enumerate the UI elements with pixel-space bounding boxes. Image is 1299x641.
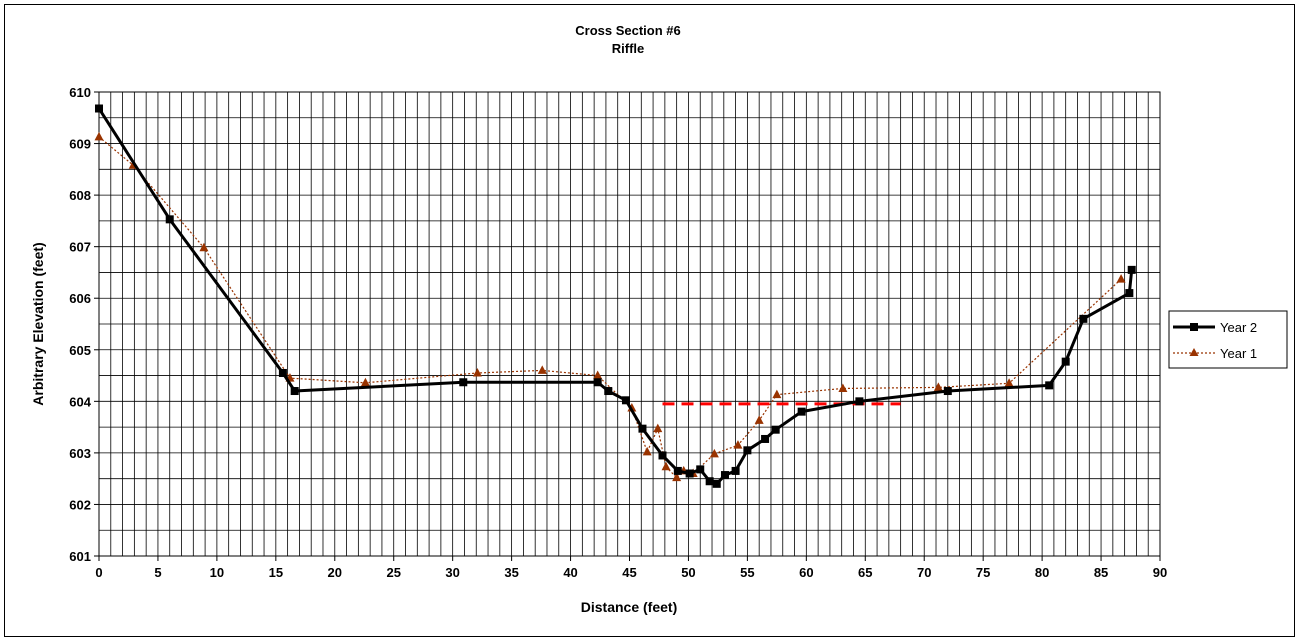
year1-point (661, 461, 671, 471)
year2-point (696, 465, 705, 474)
year2-point (459, 378, 468, 387)
x-tick-label: 20 (328, 565, 342, 580)
year2-point (604, 387, 613, 396)
legend-label-year2: Year 2 (1220, 320, 1257, 335)
x-tick-label: 90 (1153, 565, 1167, 580)
series-layer (94, 104, 1136, 488)
year2-point (720, 471, 729, 480)
x-tick-label: 25 (386, 565, 400, 580)
y-tick-label: 603 (69, 446, 91, 461)
year1-point (733, 440, 743, 449)
x-tick-label: 5 (154, 565, 161, 580)
year2-point (165, 215, 174, 224)
x-tick-label: 60 (799, 565, 813, 580)
chart-title: Cross Section #6 (575, 23, 681, 38)
year2-point (1079, 314, 1088, 323)
x-tick-label: 45 (622, 565, 636, 580)
legend-marker-year2 (1190, 323, 1198, 331)
year2-point (731, 466, 740, 475)
year2-point (1061, 357, 1070, 366)
year1-point (360, 377, 370, 387)
year2-point (95, 104, 103, 113)
year2-point (743, 446, 752, 455)
year2-point (1127, 265, 1136, 274)
year2-point (797, 407, 806, 416)
x-tick-label: 80 (1035, 565, 1049, 580)
x-axis-label: Distance (feet) (581, 599, 677, 615)
year2-point (1125, 289, 1134, 298)
chart-svg: Cross Section #6 Riffle 0 5 10 15 20 25 30 35 40… (30, 23, 1288, 615)
x-tick-label: 35 (504, 565, 518, 580)
year2-point (658, 451, 667, 460)
y-tick-label: 607 (69, 240, 91, 255)
year1-point (933, 382, 943, 391)
year2-point (712, 479, 721, 488)
year2-point (685, 469, 694, 478)
year1-point (537, 365, 547, 374)
year2-point (943, 387, 952, 396)
year1-point (772, 389, 782, 399)
legend-box (1168, 310, 1288, 369)
year1-point (672, 472, 682, 482)
x-tick-label: 55 (740, 565, 754, 580)
legend-marker-year1 (1189, 348, 1199, 356)
x-tick-label: 40 (563, 565, 577, 580)
year2-point (771, 425, 780, 434)
year1-point (593, 370, 603, 380)
y-tick-label: 609 (69, 137, 91, 152)
y-tick-label: 605 (69, 343, 91, 358)
x-tick-label: 0 (95, 565, 102, 580)
year1-point (94, 131, 104, 141)
year1-point (472, 367, 482, 377)
year1-point (1004, 378, 1014, 387)
year2-point (855, 397, 864, 406)
legend-label-year1: Year 1 (1220, 346, 1257, 361)
year1-point (754, 415, 764, 424)
x-tick-label: 85 (1094, 565, 1108, 580)
year2-point (278, 368, 287, 377)
x-tick-label: 65 (858, 565, 872, 580)
y-tick-label: 610 (69, 85, 91, 100)
year2-point (638, 424, 647, 433)
year2-point (761, 434, 770, 443)
x-tick-label: 75 (976, 565, 990, 580)
year1-point (199, 242, 209, 252)
year2-point (1045, 381, 1054, 390)
legend: Year 2 Year 1 (1168, 310, 1288, 369)
year1-point (653, 423, 663, 433)
axis-ticks: 0 5 10 15 20 25 30 35 40 45 50 55 60 65 70 75 80 85 90 601 6… (69, 85, 1167, 580)
chart-subtitle: Riffle (612, 41, 645, 56)
y-tick-label: 602 (69, 497, 91, 512)
year2-point (621, 396, 630, 405)
year2-point (673, 466, 682, 475)
year2-point (593, 378, 602, 387)
x-tick-label: 10 (210, 565, 224, 580)
year2-point (290, 387, 299, 396)
chart-frame: Cross Section #6 Riffle 0 5 10 15 20 25 30 35 40… (4, 4, 1295, 637)
y-tick-label: 606 (69, 291, 91, 306)
year1-point (709, 448, 719, 458)
x-tick-label: 50 (681, 565, 695, 580)
x-tick-label: 70 (917, 565, 931, 580)
y-tick-label: 604 (69, 394, 91, 409)
year1-point (642, 446, 652, 456)
year1-point (838, 383, 848, 392)
y-tick-label: 601 (69, 549, 91, 564)
year1-point (1116, 274, 1126, 283)
y-tick-label: 608 (69, 188, 91, 203)
year2-point (705, 477, 714, 486)
x-tick-label: 15 (269, 565, 283, 580)
gridlines (99, 92, 1160, 556)
x-tick-label: 30 (445, 565, 459, 580)
y-axis-label: Arbitrary Elevation (feet) (30, 242, 46, 405)
